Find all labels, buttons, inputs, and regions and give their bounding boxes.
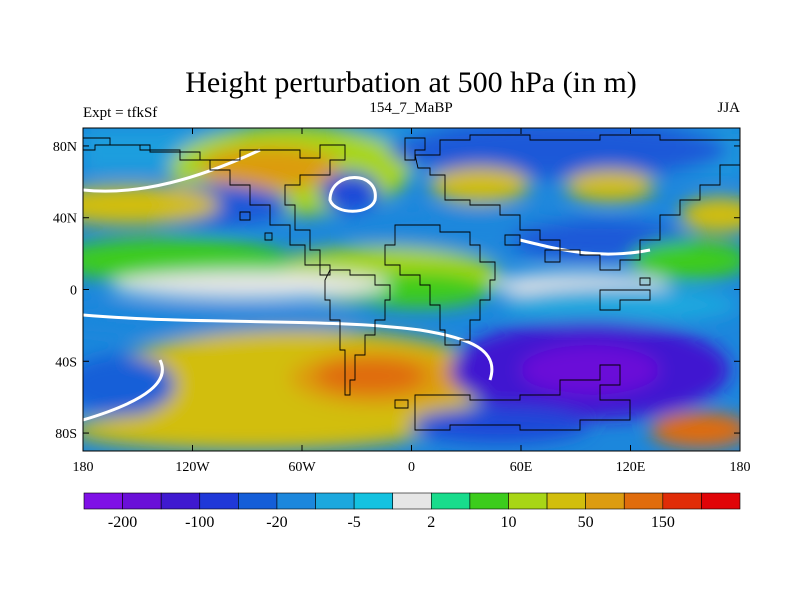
colorbar-swatch <box>276 492 316 510</box>
colorbar-swatch <box>585 492 625 510</box>
colorbar-label: -200 <box>108 514 137 531</box>
lon-tick-label: 180 <box>730 460 751 475</box>
colorbar-swatch <box>392 492 432 510</box>
lon-tick-label: 180 <box>73 460 94 475</box>
colorbar-swatch <box>546 492 586 510</box>
lon-tick-label: 60E <box>510 460 533 475</box>
field-blobs <box>83 128 740 450</box>
period-label: 154_7_MaBP <box>369 100 452 116</box>
lat-tick-label: 80S <box>55 427 77 442</box>
colorbar-label: -100 <box>185 514 214 531</box>
colorbar-label: -20 <box>266 514 287 531</box>
colorbar-swatch <box>238 492 278 510</box>
antarctica-outline <box>414 364 631 431</box>
lon-tick-label: 120W <box>175 460 210 475</box>
colorbar-label: 10 <box>500 514 516 531</box>
colorbar-label: 50 <box>578 514 594 531</box>
colorbar-swatch <box>662 492 702 510</box>
lat-tick-label: 40N <box>53 212 77 227</box>
colorbar-swatch <box>623 492 664 510</box>
colorbar-swatch <box>701 492 741 510</box>
colorbar-swatch <box>469 492 509 510</box>
colorbar-swatch <box>508 492 548 510</box>
season-label: JJA <box>717 100 740 116</box>
lat-tick-label: 40S <box>55 355 77 370</box>
plot-title: Height perturbation at 500 hPa (in m) <box>185 66 637 99</box>
greenland-outline <box>404 137 426 161</box>
lat-tick-label: 0 <box>70 284 77 299</box>
colorbar-label: -5 <box>347 514 360 531</box>
islands-outline <box>239 211 651 409</box>
height-field <box>83 128 740 451</box>
colorbar-swatch <box>160 492 201 510</box>
latitude-axis: 80N 40N 0 40S 80S <box>53 140 740 442</box>
longitude-axis: 180 120W 60W 0 60E 120E 180 <box>73 128 751 475</box>
australia-outline <box>599 289 651 311</box>
south-america-outline <box>324 269 391 396</box>
africa-outline <box>384 224 496 346</box>
lat-tick-label: 80N <box>53 140 77 155</box>
lon-tick-label: 120E <box>616 460 646 475</box>
lon-tick-label: 60W <box>288 460 316 475</box>
colorbar: -200 -100 -20 -5 2 10 50 150 <box>83 492 741 531</box>
experiment-label: Expt = tfkSf <box>83 105 157 121</box>
coastlines <box>83 134 740 431</box>
north-america-outline <box>83 137 346 276</box>
lon-tick-label: 0 <box>408 460 415 475</box>
colorbar-swatch <box>83 492 123 510</box>
colorbar-swatch <box>315 492 355 510</box>
colorbar-swatch <box>430 492 471 510</box>
colorbar-swatch <box>122 492 162 510</box>
colorbar-swatch <box>199 492 239 510</box>
colorbar-label: 150 <box>651 514 675 531</box>
colorbar-label: 2 <box>427 514 435 531</box>
eurasia-outline <box>414 134 740 271</box>
colorbar-swatch <box>353 492 394 510</box>
